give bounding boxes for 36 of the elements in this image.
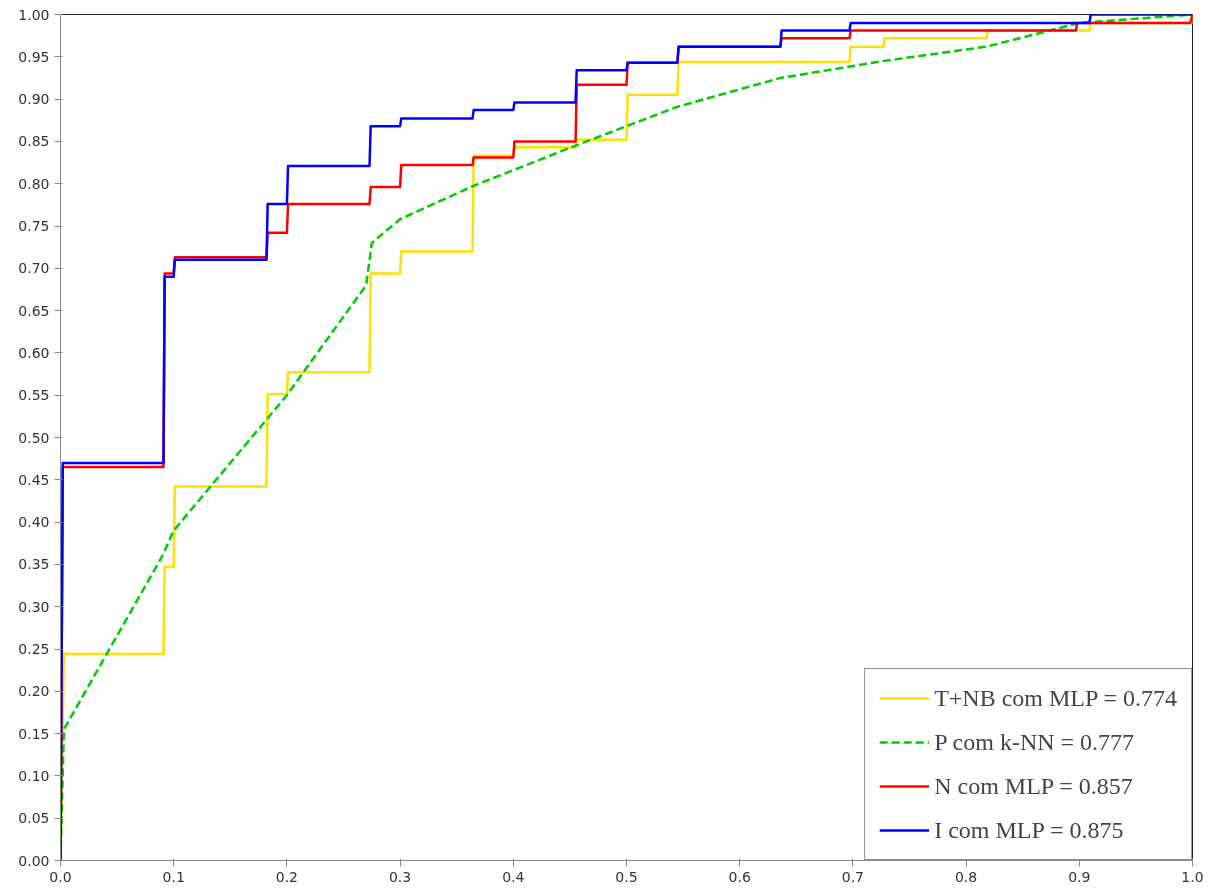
y-tick-label: 0.80 (18, 175, 50, 192)
y-tick-label: 0.90 (18, 91, 50, 108)
legend-label: T+NB com MLP = 0.774 (934, 683, 1177, 713)
y-tick-label: 0.10 (18, 767, 50, 784)
legend-label: P com k-NN = 0.777 (934, 727, 1135, 757)
x-tick-label: 0.9 (1068, 868, 1091, 885)
y-tick-label: 0.50 (18, 429, 50, 446)
legend-label: N com MLP = 0.857 (934, 771, 1133, 801)
y-tick-label: 0.25 (18, 641, 50, 657)
y-tick-label: 0.20 (18, 683, 50, 700)
x-tick-label: 0.8 (954, 868, 978, 885)
legend-label: I com MLP = 0.875 (934, 815, 1124, 845)
y-tick-label: 0.85 (18, 133, 50, 150)
y-tick-label: 0.45 (18, 471, 50, 488)
y-tick-label: 0.65 (18, 302, 50, 319)
x-tick-label: 0.2 (275, 868, 299, 885)
x-tick-label: 0.3 (388, 868, 412, 885)
y-tick-label: 0.30 (18, 598, 50, 615)
y-tick-label: 0.60 (18, 344, 50, 361)
y-tick-label: 0.05 (18, 810, 50, 827)
y-tick-label: 0.70 (18, 260, 50, 277)
y-tick-label: 0.15 (18, 725, 50, 742)
y-tick-label: 0.35 (18, 556, 50, 573)
y-tick-label: 0.75 (18, 218, 50, 234)
y-tick-label: 1.00 (18, 6, 50, 23)
x-tick-label: 0.1 (162, 868, 185, 885)
x-tick-label: 0.4 (502, 868, 525, 885)
x-tick-label: 0.0 (49, 868, 72, 885)
x-tick-label: 0.7 (841, 868, 865, 885)
x-tick-label: 1.0 (1181, 868, 1204, 885)
x-tick-label: 0.6 (728, 868, 751, 885)
x-tick-label: 0.5 (615, 868, 638, 885)
y-tick-label: 0.55 (18, 387, 50, 404)
y-tick-label: 0.00 (18, 852, 50, 869)
y-tick-label: 0.40 (18, 514, 50, 531)
y-tick-label: 0.95 (18, 48, 50, 65)
